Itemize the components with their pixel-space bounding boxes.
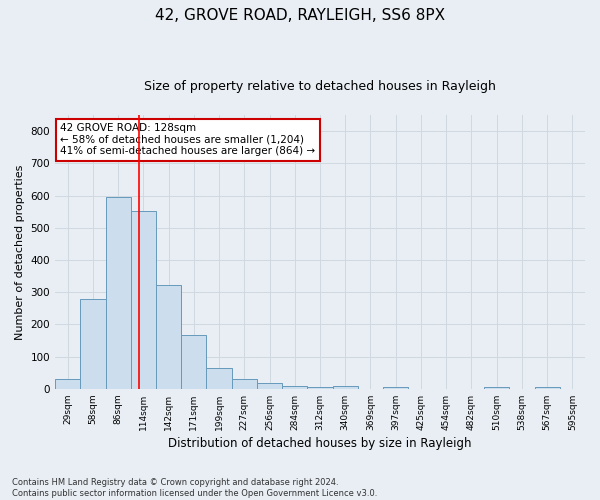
Bar (332, 386, 358, 389)
Bar (232, 378, 257, 389)
Bar (55, 378, 80, 389)
Y-axis label: Number of detached properties: Number of detached properties (15, 164, 25, 340)
Bar (383, 387, 409, 389)
Bar (131, 212, 156, 389)
Text: Contains HM Land Registry data © Crown copyright and database right 2024.
Contai: Contains HM Land Registry data © Crown c… (12, 478, 377, 498)
Text: 42, GROVE ROAD, RAYLEIGH, SS6 8PX: 42, GROVE ROAD, RAYLEIGH, SS6 8PX (155, 8, 445, 22)
Title: Size of property relative to detached houses in Rayleigh: Size of property relative to detached ho… (144, 80, 496, 93)
Bar (484, 387, 509, 389)
Bar (181, 334, 206, 389)
Bar (80, 300, 106, 389)
Text: 42 GROVE ROAD: 128sqm
← 58% of detached houses are smaller (1,204)
41% of semi-d: 42 GROVE ROAD: 128sqm ← 58% of detached … (61, 123, 316, 156)
Bar (156, 285, 181, 389)
Bar (535, 387, 560, 389)
Bar (282, 386, 307, 389)
X-axis label: Distribution of detached houses by size in Rayleigh: Distribution of detached houses by size … (168, 437, 472, 450)
Bar (106, 196, 131, 389)
Bar (307, 387, 332, 389)
Bar (257, 383, 282, 389)
Bar (206, 368, 232, 389)
